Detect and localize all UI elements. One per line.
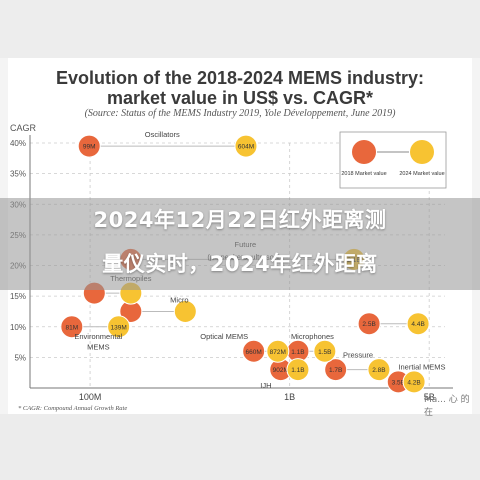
bubble-2024 [286,358,310,382]
bubble-2024 [107,315,131,339]
data-label: 4.2B [407,379,420,386]
legend-label-2018: 2018 Market value [341,171,386,177]
category-annotation: IJH [260,381,271,390]
legend-marker-2024 [410,140,434,164]
data-label: 872M [270,349,286,356]
data-label: 81M [65,324,78,331]
data-label: 3.5B [392,379,405,386]
category-annotation: Optical MEMS [200,332,248,341]
banner-line2: 量仪实时，2024年红外距离 [102,252,378,276]
y-axis-label: CAGR [10,123,37,133]
category-annotation: Micro [170,295,188,304]
bubble-2024 [266,339,290,363]
data-label: 604M [238,144,254,151]
bubble-2024 [313,339,337,363]
data-label: 4.4B [411,321,424,328]
watermark: Ma... 心 的 在 [424,395,470,418]
data-label: 1.7B [329,367,342,374]
bubble-2024 [173,299,197,323]
chart-title-line1: Evolution of the 2018-2024 MEMS industry… [55,68,425,88]
category-annotation: Pressure [343,350,373,359]
banner-line1: 2024年12月22日红外距离测 [93,208,387,232]
data-label: 1.5B [318,349,331,356]
bubble-2024 [406,312,430,336]
data-label: 660M [246,349,262,356]
y-tick-label: 40% [10,139,26,148]
bottom-background [0,414,480,480]
x-tick-label: 5B [424,392,435,402]
legend-label-2024: 2024 Market value [399,171,444,177]
data-label: 2.8B [372,367,385,374]
data-label: 1.1B [291,349,304,356]
top-background [0,0,480,58]
chart-title-line2: market value in US$ vs. CAGR* [106,88,374,108]
data-label: 1.1B [291,367,304,374]
bubble-2018 [60,315,84,339]
x-tick-label: 100M [79,392,102,402]
headline-banner: 2024年12月22日红外距离测 量仪实时，2024年红外距离 [0,198,480,290]
bubble-2024 [234,134,258,158]
bubble-2018 [77,134,101,158]
bubble-2018 [242,339,266,363]
legend-marker-2018 [352,140,376,164]
x-tick-label: 1B [284,392,295,402]
chart-source: (Source: Status of the MEMS Industry 201… [84,108,396,119]
y-tick-label: 10% [10,323,26,332]
bubble-2018 [324,358,348,382]
category-annotation: Oscillators [145,130,180,139]
category-annotation: Environmental [74,332,122,341]
bubble-2018 [357,312,381,336]
category-annotation: MEMS [87,342,110,351]
y-tick-label: 15% [10,292,26,301]
data-label: 99M [83,144,96,151]
bubble-2024 [367,358,391,382]
data-label: 902M [273,367,289,374]
data-label: 2.5B [362,321,375,328]
bubble-2024 [402,370,426,394]
category-annotation: Microphones [291,332,334,341]
data-label: 139M [110,324,126,331]
y-tick-label: 5% [14,353,26,362]
footnote: * CAGR: Compound Annual Growth Rate [18,405,127,412]
y-tick-label: 35% [10,170,26,179]
category-annotation: Inertial MEMS [398,363,445,372]
